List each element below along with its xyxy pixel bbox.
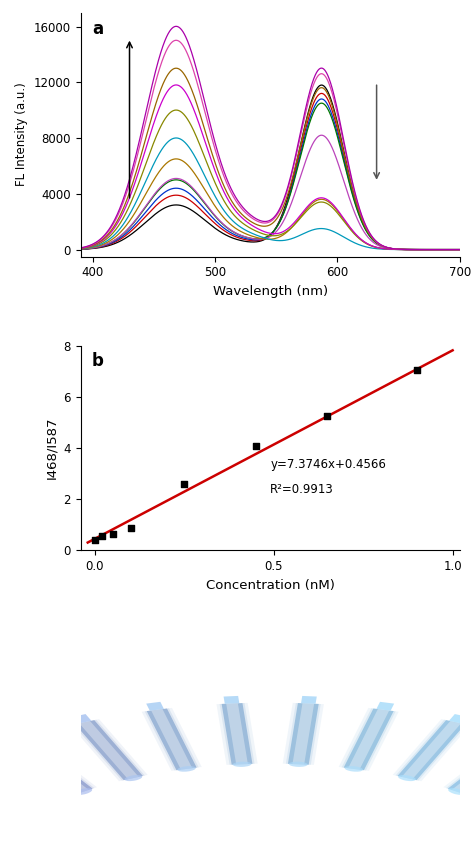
Ellipse shape [125, 775, 142, 781]
Polygon shape [401, 721, 461, 779]
Polygon shape [448, 738, 474, 794]
Polygon shape [224, 696, 239, 704]
Polygon shape [9, 738, 92, 794]
Ellipse shape [398, 775, 416, 781]
Text: y=7.3746x+0.4566: y=7.3746x+0.4566 [270, 458, 386, 471]
Polygon shape [0, 759, 51, 814]
Polygon shape [348, 709, 389, 770]
Polygon shape [13, 738, 89, 793]
Text: Concentration of  FA: Concentration of FA [235, 647, 355, 660]
Point [413, 363, 420, 377]
Ellipse shape [177, 766, 196, 771]
Point [98, 529, 106, 543]
Polygon shape [0, 762, 44, 811]
Polygon shape [3, 733, 24, 743]
Polygon shape [292, 703, 314, 765]
Polygon shape [449, 714, 468, 723]
Polygon shape [443, 736, 474, 796]
Point [252, 439, 260, 453]
Polygon shape [286, 703, 321, 765]
Ellipse shape [75, 788, 92, 795]
Polygon shape [70, 719, 148, 781]
Polygon shape [0, 760, 47, 813]
Polygon shape [376, 702, 394, 711]
Ellipse shape [345, 766, 363, 771]
Ellipse shape [448, 788, 465, 795]
Polygon shape [145, 708, 199, 771]
Polygon shape [0, 787, 9, 835]
X-axis label: Wavelength (nm): Wavelength (nm) [213, 285, 328, 298]
Polygon shape [72, 714, 91, 723]
Polygon shape [222, 703, 253, 765]
X-axis label: Concentration (nM): Concentration (nM) [206, 578, 335, 592]
Polygon shape [344, 708, 393, 771]
Y-axis label: FL Intensity (a.u.): FL Intensity (a.u.) [15, 83, 28, 186]
Polygon shape [142, 708, 202, 771]
Polygon shape [398, 720, 465, 780]
Ellipse shape [0, 825, 9, 834]
Polygon shape [0, 786, 11, 835]
Point [181, 477, 188, 491]
Polygon shape [146, 702, 164, 711]
Polygon shape [79, 721, 139, 779]
Point [91, 533, 99, 546]
Point [109, 527, 117, 540]
Polygon shape [392, 719, 470, 781]
Polygon shape [147, 708, 197, 771]
Y-axis label: I468/I587: I468/I587 [45, 417, 58, 480]
Polygon shape [0, 788, 8, 834]
Polygon shape [226, 703, 248, 765]
Text: R²=0.9913: R²=0.9913 [270, 482, 334, 496]
Polygon shape [0, 760, 49, 813]
Polygon shape [73, 720, 145, 781]
Polygon shape [219, 703, 255, 765]
Point [324, 409, 331, 422]
Text: a: a [92, 20, 103, 38]
Text: b: b [92, 352, 104, 370]
Polygon shape [4, 736, 97, 796]
Point [127, 521, 135, 534]
Polygon shape [342, 708, 396, 771]
Polygon shape [395, 720, 467, 781]
Text: c: c [88, 646, 98, 663]
Ellipse shape [233, 761, 251, 767]
Polygon shape [75, 720, 143, 780]
Polygon shape [7, 737, 94, 795]
Polygon shape [288, 703, 319, 765]
Ellipse shape [32, 805, 47, 813]
Polygon shape [151, 709, 192, 770]
Polygon shape [283, 703, 324, 765]
Polygon shape [338, 708, 399, 771]
Polygon shape [452, 738, 474, 793]
Polygon shape [217, 703, 258, 765]
Polygon shape [301, 696, 317, 704]
Ellipse shape [289, 761, 308, 767]
Polygon shape [446, 737, 474, 795]
Polygon shape [0, 790, 5, 832]
